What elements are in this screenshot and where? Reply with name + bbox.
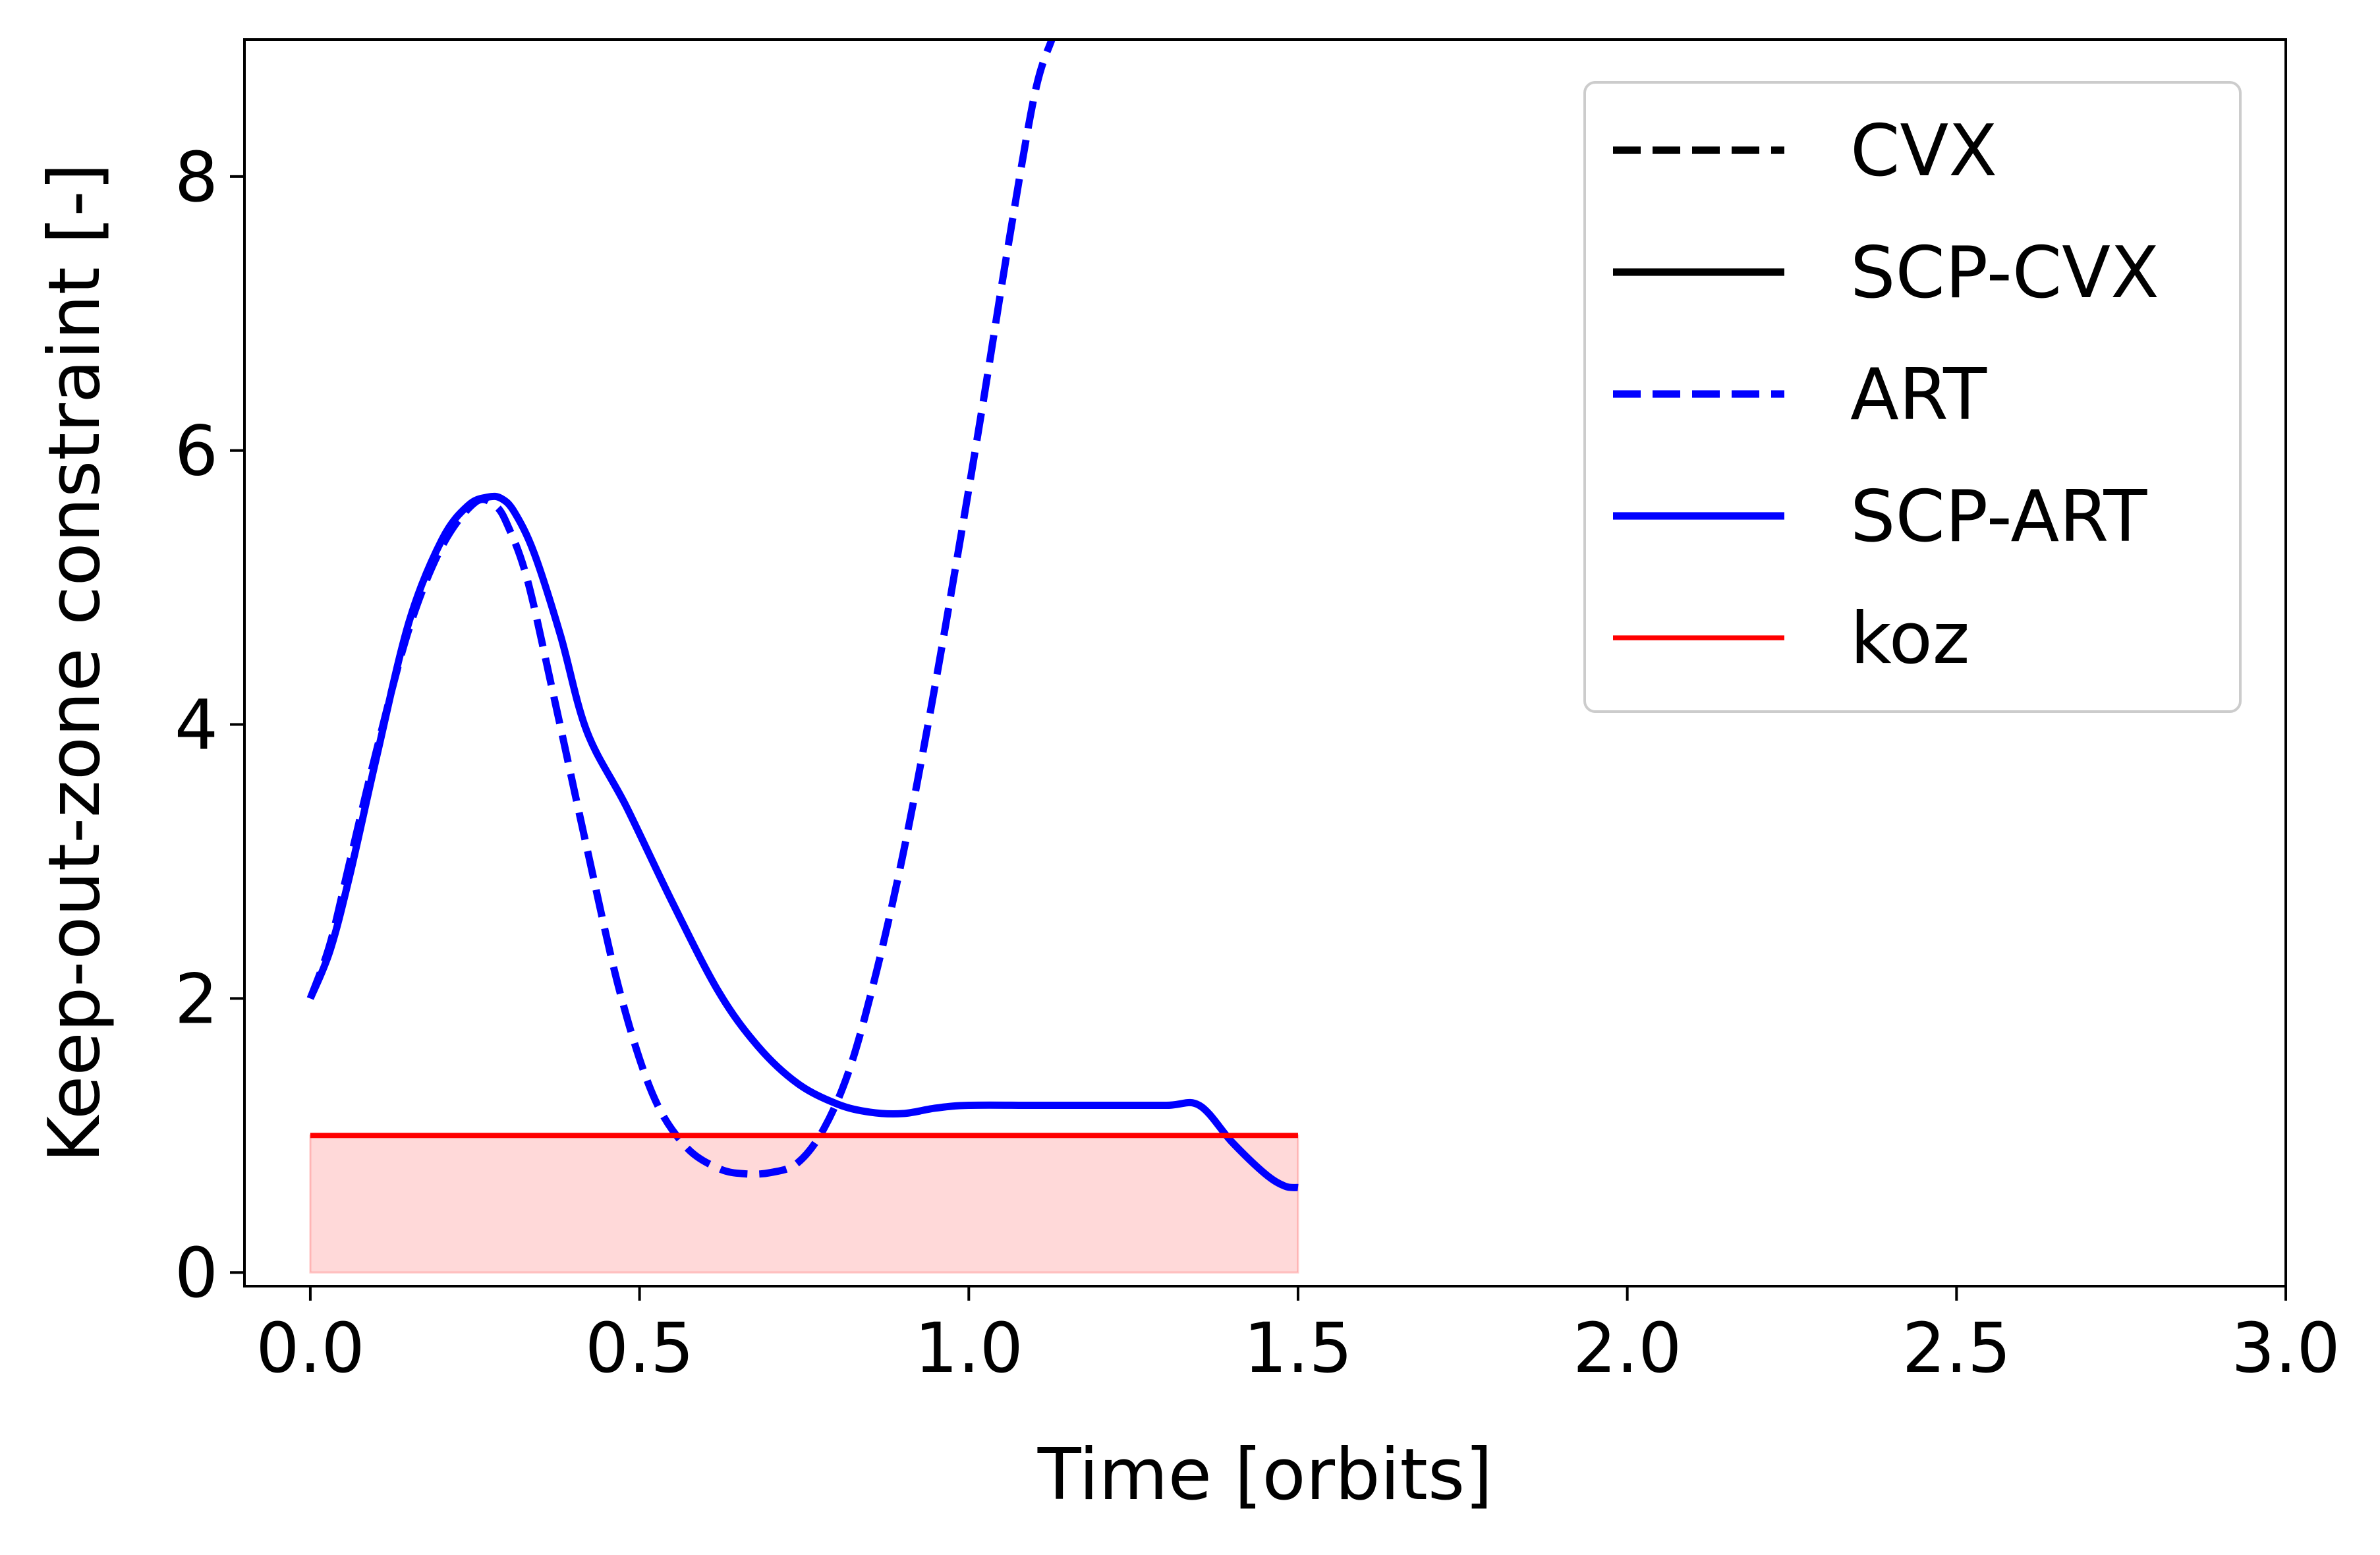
x-axis: 0.0 0.5 1.0 1.5 2.0 2.5 3.0	[256, 1286, 2340, 1388]
plot-frame	[243, 38, 2287, 1287]
x-tick-label: 1.5	[1243, 1308, 1352, 1388]
series-layer	[306, 40, 1299, 1191]
x-tick-label: 0.5	[585, 1308, 694, 1388]
legend-label-scp-art: SCP-ART	[1850, 476, 2147, 558]
y-axis-label: Keep-out-zone constraint [-]	[34, 163, 116, 1162]
x-tick-label: 2.5	[1902, 1308, 2011, 1388]
legend-box	[1583, 81, 2242, 713]
y-tick-label: 0	[175, 1233, 218, 1313]
y-tick-label: 6	[175, 411, 218, 492]
y-axis: 0 2 4 6 8	[175, 137, 244, 1313]
legend: CVX SCP-CVX ART SCP-ART koz	[1583, 81, 2242, 713]
legend-label-cvx: CVX	[1850, 110, 1997, 192]
legend-label-scp-cvx: SCP-CVX	[1850, 232, 2159, 314]
y-tick-label: 4	[175, 685, 218, 766]
x-tick-label: 1.0	[915, 1308, 1023, 1388]
x-tick-label: 2.0	[1573, 1308, 1682, 1388]
x-tick-label: 0.0	[256, 1308, 364, 1388]
legend-label-art: ART	[1850, 354, 1987, 436]
y-tick-label: 2	[175, 959, 218, 1039]
x-axis-label: Time [orbits]	[1037, 1434, 1493, 1516]
series-line-scp-art	[306, 492, 1299, 1191]
x-tick-label: 3.0	[2231, 1308, 2340, 1388]
y-tick-label: 8	[175, 137, 218, 217]
series-line-art	[306, 40, 1056, 1178]
legend-label-koz: koz	[1850, 598, 1969, 680]
